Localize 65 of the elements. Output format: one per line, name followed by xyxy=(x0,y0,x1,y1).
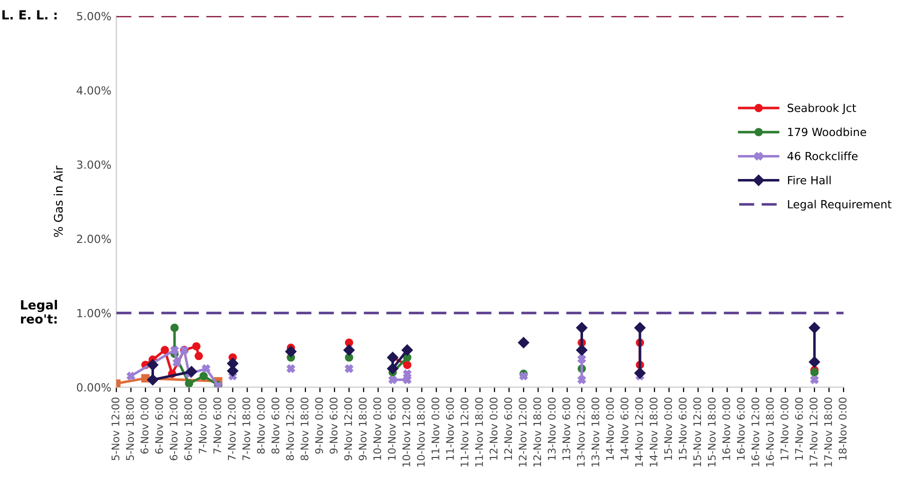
y-tick-label: 4.00% xyxy=(76,86,111,95)
x-tick-label: 8-Nov 12:00 xyxy=(286,398,294,460)
x-tick-label: 13-Nov 12:00 xyxy=(576,398,585,466)
x-tick-label: 11-Nov 12:00 xyxy=(460,398,468,466)
y-tick-label: 1.00% xyxy=(77,308,111,318)
x-tick-label: 6-Nov 12:00 xyxy=(170,398,178,460)
y-tick-label: 3.00% xyxy=(77,160,111,169)
legend-label: Seabrook Jct xyxy=(788,103,856,114)
x-tick-label: 6-Nov 6:00 xyxy=(155,398,164,454)
x-tick-label: 13-Nov 18:00 xyxy=(591,398,600,466)
legend-label: 179 Woodbine xyxy=(788,128,866,136)
x-tick-label: 7-Nov 12:00 xyxy=(228,398,236,460)
legend-label: Legal Requirement xyxy=(788,200,892,211)
x-tick-label: 16-Nov 12:00 xyxy=(751,398,760,466)
legend-label: Fire Hall xyxy=(788,176,831,184)
x-tick-label: 15-Nov 12:00 xyxy=(693,398,702,466)
x-tick-label: 17-Nov 18:00 xyxy=(824,398,832,466)
x-tick-label: 9-Nov 6:00 xyxy=(330,398,338,454)
x-tick-label: 7-Nov 6:00 xyxy=(213,398,222,454)
text: L. E. L. : xyxy=(2,10,57,20)
x-tick-label: 12-Nov 12:00 xyxy=(518,398,527,466)
x-tick-label: 6-Nov 0:00 xyxy=(140,398,148,454)
x-tick-label: 14-Nov 12:00 xyxy=(635,398,643,466)
y-tick-label: 5.00% xyxy=(77,12,111,20)
x-tick-label: 15-Nov 6:00 xyxy=(678,398,687,460)
x-tick-label: 16-Nov 6:00 xyxy=(736,398,745,460)
text: Legal reo't: xyxy=(21,300,57,324)
legend-label: 46 Rockcliffe xyxy=(788,152,858,160)
x-tick-label: 9-Nov 18:00 xyxy=(358,398,367,460)
x-tick-label: 16-Nov 0:00 xyxy=(722,398,730,460)
x-tick-label: 8-Nov 18:00 xyxy=(300,398,308,460)
x-tick-label: 8-Nov 6:00 xyxy=(271,398,280,454)
x-tick-label: 11-Nov 18:00 xyxy=(475,398,483,466)
x-tick-label: 5-Nov 12:00 xyxy=(111,398,120,460)
x-tick-label: 8-Nov 0:00 xyxy=(256,398,265,454)
x-tick-label: 12-Nov 0:00 xyxy=(490,398,498,460)
x-tick-label: 5-Nov 18:00 xyxy=(126,398,134,460)
x-tick-label: 9-Nov 0:00 xyxy=(315,398,323,454)
x-tick-label: 18-Nov 0:00 xyxy=(838,398,847,460)
x-tick-label: 9-Nov 12:00 xyxy=(344,398,352,460)
x-tick-label: 12-Nov 6:00 xyxy=(504,398,512,460)
x-tick-label: 6-Nov 18:00 xyxy=(184,398,192,460)
x-tick-label: 14-Nov 6:00 xyxy=(620,398,628,460)
x-tick-label: 10-Nov 18:00 xyxy=(416,398,425,466)
x-tick-label: 11-Nov 0:00 xyxy=(431,398,440,460)
x-tick-label: 15-Nov 0:00 xyxy=(664,398,672,460)
x-tick-label: 17-Nov 6:00 xyxy=(795,398,803,460)
y-tick-label: 2.00% xyxy=(77,234,111,244)
x-tick-label: 10-Nov 6:00 xyxy=(388,398,396,460)
x-tick-label: 16-Nov 18:00 xyxy=(766,398,774,466)
x-tick-label: 7-Nov 0:00 xyxy=(198,398,207,454)
y-axis-title: % Gas in Air xyxy=(54,166,63,237)
x-tick-label: 13-Nov 0:00 xyxy=(548,398,556,460)
x-tick-label: 11-Nov 6:00 xyxy=(446,398,454,460)
x-tick-label: 7-Nov 18:00 xyxy=(242,398,250,460)
x-tick-label: 12-Nov 18:00 xyxy=(533,398,542,466)
x-tick-label: 13-Nov 6:00 xyxy=(562,398,570,460)
x-tick-label: 14-Nov 0:00 xyxy=(606,398,614,460)
x-tick-label: 17-Nov 12:00 xyxy=(810,398,818,466)
y-tick-label: 0.00% xyxy=(76,383,111,392)
x-tick-label: 10-Nov 0:00 xyxy=(373,398,382,460)
x-tick-label: 14-Nov 18:00 xyxy=(650,398,658,466)
x-tick-label: 10-Nov 12:00 xyxy=(402,398,410,466)
x-tick-label: 17-Nov 0:00 xyxy=(780,398,788,460)
x-tick-label: 15-Nov 18:00 xyxy=(708,398,716,466)
